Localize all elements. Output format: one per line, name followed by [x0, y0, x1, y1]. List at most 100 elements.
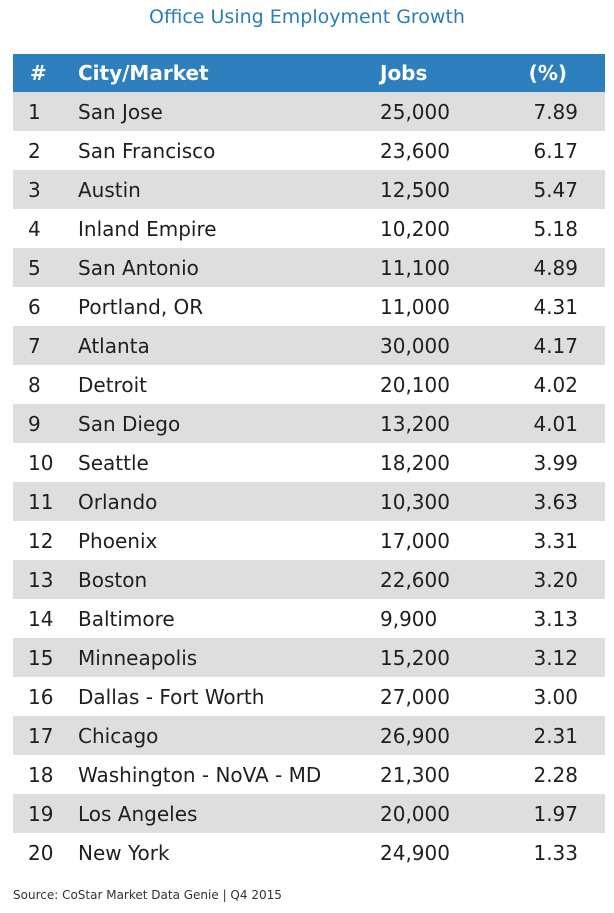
table-row: 3 Austin 12,500 5.47 — [13, 170, 605, 209]
table-row: 12 Phoenix 17,000 3.31 — [13, 521, 605, 560]
pct-cell: 2.31 — [533, 723, 578, 748]
rank-cell: 11 — [28, 489, 54, 514]
header-city: City/Market — [78, 61, 209, 85]
city-cell: Portland, OR — [78, 294, 204, 319]
jobs-cell: 17,000 — [380, 528, 450, 553]
city-cell: Chicago — [78, 723, 159, 748]
city-cell: Atlanta — [78, 333, 150, 358]
rank-cell: 14 — [28, 606, 54, 631]
jobs-cell: 11,000 — [380, 294, 450, 319]
rank-cell: 7 — [28, 333, 41, 358]
rank-cell: 8 — [28, 372, 41, 397]
rank-cell: 12 — [28, 528, 54, 553]
jobs-cell: 21,300 — [380, 762, 450, 787]
header-pct: (%) — [528, 61, 567, 85]
city-cell: San Francisco — [78, 138, 216, 163]
rank-cell: 15 — [28, 645, 54, 670]
pct-cell: 4.31 — [533, 294, 578, 319]
table-row: 16 Dallas - Fort Worth 27,000 3.00 — [13, 677, 605, 716]
pct-cell: 3.00 — [533, 684, 578, 709]
jobs-cell: 18,200 — [380, 450, 450, 475]
pct-cell: 7.89 — [533, 99, 578, 124]
rank-cell: 13 — [28, 567, 54, 592]
pct-cell: 3.31 — [533, 528, 578, 553]
city-cell: Detroit — [78, 372, 147, 397]
table-row: 10 Seattle 18,200 3.99 — [13, 443, 605, 482]
rank-cell: 18 — [28, 762, 54, 787]
pct-cell: 4.89 — [533, 255, 578, 280]
city-cell: Washington - NoVA - MD — [78, 762, 322, 787]
city-cell: Orlando — [78, 489, 158, 514]
jobs-cell: 24,900 — [380, 840, 450, 865]
rank-cell: 3 — [28, 177, 41, 202]
pct-cell: 3.20 — [533, 567, 578, 592]
table-title: Office Using Employment Growth — [149, 6, 465, 28]
city-cell: Inland Empire — [78, 216, 217, 241]
jobs-cell: 26,900 — [380, 723, 450, 748]
table-row: 13 Boston 22,600 3.20 — [13, 560, 605, 599]
pct-cell: 1.97 — [533, 801, 578, 826]
jobs-cell: 13,200 — [380, 411, 450, 436]
jobs-cell: 20,100 — [380, 372, 450, 397]
city-cell: San Diego — [78, 411, 181, 436]
rank-cell: 16 — [28, 684, 54, 709]
jobs-cell: 10,200 — [380, 216, 450, 241]
pct-cell: 3.63 — [533, 489, 578, 514]
table-row: 4 Inland Empire 10,200 5.18 — [13, 209, 605, 248]
pct-cell: 5.18 — [533, 216, 578, 241]
table-row: 18 Washington - NoVA - MD 21,300 2.28 — [13, 755, 605, 794]
city-cell: San Antonio — [78, 255, 199, 280]
city-cell: Seattle — [78, 450, 149, 475]
jobs-cell: 10,300 — [380, 489, 450, 514]
city-cell: San Jose — [78, 99, 163, 124]
employment-growth-table: # City/Market Jobs (%) 1 San Jose 25,000 7.… — [13, 54, 605, 872]
jobs-cell: 27,000 — [380, 684, 450, 709]
jobs-cell: 11,100 — [380, 255, 450, 280]
jobs-cell: 23,600 — [380, 138, 450, 163]
rank-cell: 19 — [28, 801, 54, 826]
rank-cell: 1 — [28, 99, 41, 124]
table-row: 5 San Antonio 11,100 4.89 — [13, 248, 605, 287]
table-row: 14 Baltimore 9,900 3.13 — [13, 599, 605, 638]
rank-cell: 17 — [28, 723, 54, 748]
table-row: 20 New York 24,900 1.33 — [13, 833, 605, 872]
table-row: 8 Detroit 20,100 4.02 — [13, 365, 605, 404]
jobs-cell: 30,000 — [380, 333, 450, 358]
pct-cell: 5.47 — [533, 177, 578, 202]
table-row: 17 Chicago 26,900 2.31 — [13, 716, 605, 755]
jobs-cell: 20,000 — [380, 801, 450, 826]
city-cell: Minneapolis — [78, 645, 198, 670]
city-cell: Phoenix — [78, 528, 158, 553]
jobs-cell: 25,000 — [380, 99, 450, 124]
jobs-cell: 9,900 — [380, 606, 438, 631]
rank-cell: 4 — [28, 216, 41, 241]
rank-cell: 2 — [28, 138, 41, 163]
table-row: 19 Los Angeles 20,000 1.97 — [13, 794, 605, 833]
pct-cell: 3.13 — [533, 606, 578, 631]
pct-cell: 1.33 — [533, 840, 578, 865]
jobs-cell: 22,600 — [380, 567, 450, 592]
pct-cell: 3.12 — [533, 645, 578, 670]
source-note: Source: CoStar Market Data Genie | Q4 20… — [13, 888, 282, 902]
city-cell: Boston — [78, 567, 148, 592]
table-row: 7 Atlanta 30,000 4.17 — [13, 326, 605, 365]
pct-cell: 4.01 — [533, 411, 578, 436]
table-row: 6 Portland, OR 11,000 4.31 — [13, 287, 605, 326]
jobs-cell: 12,500 — [380, 177, 450, 202]
rank-cell: 9 — [28, 411, 41, 436]
rank-cell: 10 — [28, 450, 54, 475]
table-row: 15 Minneapolis 15,200 3.12 — [13, 638, 605, 677]
table-body: 1 San Jose 25,000 7.89 2 San Francisco 23,600 6… — [13, 92, 605, 872]
table-row: 1 San Jose 25,000 7.89 — [13, 92, 605, 131]
rank-cell: 6 — [28, 294, 41, 319]
table-header-row: # City/Market Jobs (%) — [13, 54, 605, 92]
table-row: 11 Orlando 10,300 3.63 — [13, 482, 605, 521]
pct-cell: 4.02 — [533, 372, 578, 397]
pct-cell: 6.17 — [533, 138, 578, 163]
city-cell: Austin — [78, 177, 141, 202]
pct-cell: 4.17 — [533, 333, 578, 358]
city-cell: Baltimore — [78, 606, 175, 631]
rank-cell: 5 — [28, 255, 41, 280]
rank-cell: 20 — [28, 840, 54, 865]
table-row: 2 San Francisco 23,600 6.17 — [13, 131, 605, 170]
